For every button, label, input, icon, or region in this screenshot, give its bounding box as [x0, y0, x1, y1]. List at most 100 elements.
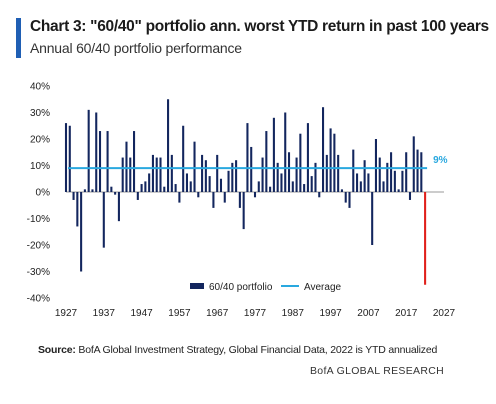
y-tick-label: -10% — [27, 214, 50, 225]
bar — [189, 181, 192, 192]
bar — [374, 139, 377, 192]
x-tick-label: 1927 — [55, 308, 78, 319]
bar — [393, 170, 396, 192]
bar — [386, 162, 389, 192]
brand-footer: BofA GLOBAL RESEARCH — [310, 365, 444, 377]
bar — [257, 181, 260, 192]
y-tick-label: -40% — [27, 294, 50, 305]
bar — [163, 186, 166, 192]
bar — [250, 146, 253, 192]
chart-title: Chart 3: "60/40" portfolio ann. worst YT… — [30, 18, 489, 35]
bar — [223, 192, 226, 203]
bar — [318, 192, 321, 198]
bar — [182, 125, 185, 192]
x-tick-label: 1997 — [319, 308, 342, 319]
bar — [348, 192, 351, 208]
bar — [76, 192, 79, 227]
bar — [322, 107, 325, 192]
y-tick-label: -20% — [27, 241, 50, 252]
x-tick-label: 2027 — [433, 308, 456, 319]
bar — [359, 181, 362, 192]
bar — [231, 162, 234, 192]
bar — [155, 157, 158, 192]
bar — [201, 154, 204, 192]
bar — [420, 152, 423, 192]
x-tick-label: 1987 — [282, 308, 305, 319]
bar — [68, 125, 71, 192]
bar — [382, 181, 385, 192]
x-axis-ticks: 1927 1937 1947 1957 1967 1977 1987 1997 2007 2017… — [55, 308, 456, 319]
bar — [148, 173, 151, 192]
y-tick-label: 20% — [30, 135, 50, 146]
bar — [227, 170, 230, 192]
bar — [337, 154, 340, 192]
x-tick-label: 1957 — [168, 308, 191, 319]
bar — [276, 162, 279, 192]
bar — [325, 154, 328, 192]
bar — [174, 184, 177, 192]
y-axis-ticks: 40% 30% 20% 10% 0% -10% -20% -30% -40% — [27, 82, 50, 305]
bar — [159, 157, 162, 192]
bar — [295, 157, 298, 192]
bar — [178, 192, 181, 203]
bar — [216, 154, 219, 192]
bar — [133, 131, 136, 192]
source-label: Source: — [38, 344, 76, 356]
bar — [72, 192, 75, 200]
bar — [291, 181, 294, 192]
bar — [235, 160, 238, 192]
bar — [208, 176, 211, 192]
bar — [390, 152, 393, 192]
bar — [246, 123, 249, 192]
bar — [408, 192, 412, 200]
bar — [397, 189, 400, 192]
bar — [197, 192, 200, 198]
bar-highlight — [424, 192, 427, 285]
bar — [114, 192, 117, 195]
bar — [219, 178, 223, 192]
bar — [170, 154, 173, 192]
bar — [310, 176, 313, 192]
x-tick-label: 1937 — [93, 308, 116, 319]
bar — [272, 117, 275, 192]
bar — [80, 192, 83, 272]
bar — [284, 112, 287, 192]
legend-swatch-portfolio — [190, 283, 204, 289]
x-tick-label: 2017 — [395, 308, 418, 319]
average-label: 9% — [433, 155, 448, 166]
bar — [371, 192, 374, 245]
y-tick-label: 40% — [30, 82, 50, 93]
bar — [416, 149, 419, 192]
bar — [212, 192, 215, 208]
bar — [95, 112, 98, 192]
y-tick-label: 0% — [36, 188, 51, 199]
bar — [91, 189, 94, 192]
bar — [144, 181, 147, 192]
bar — [83, 189, 86, 192]
bar — [367, 173, 370, 192]
bar — [87, 109, 90, 192]
bar — [412, 136, 415, 192]
bar — [306, 123, 309, 192]
bar — [363, 160, 366, 192]
bar — [287, 152, 291, 192]
bar — [314, 162, 317, 192]
bar — [129, 157, 132, 192]
bar — [329, 128, 332, 192]
bar — [102, 192, 105, 248]
bar — [352, 149, 355, 192]
bar — [151, 154, 154, 192]
bar — [303, 184, 306, 192]
bar — [125, 141, 128, 192]
x-tick-label: 2007 — [357, 308, 380, 319]
bar — [110, 186, 113, 192]
x-tick-label: 1967 — [206, 308, 229, 319]
bar — [106, 131, 109, 192]
y-tick-label: 30% — [30, 108, 50, 119]
bar — [117, 192, 120, 222]
bars — [64, 99, 427, 285]
source-text: BofA Global Investment Strategy, Global … — [75, 344, 438, 356]
legend-label-average: Average — [304, 282, 342, 293]
source-note: Source: BofA Global Investment Strategy,… — [38, 344, 437, 356]
